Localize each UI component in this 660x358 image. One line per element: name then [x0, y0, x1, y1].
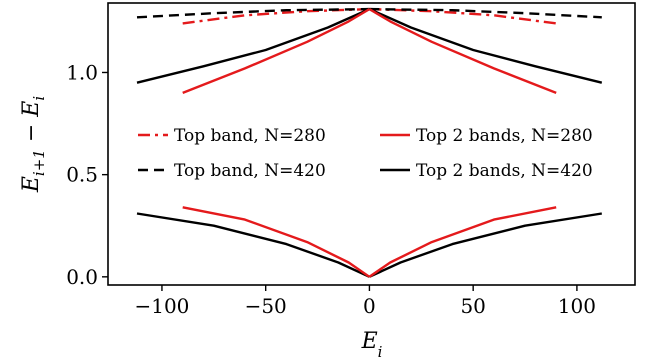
series-2-segment-1	[368, 8, 603, 84]
legend: Top band, N=280 Top 2 bands, N=280 Top ban…	[138, 126, 593, 181]
ticks-layer: −100 −50 0 50 100 0.0 0.5 1.0	[66, 60, 596, 318]
y-tick-label-2: 1.0	[66, 60, 98, 84]
x-axis-label: Ei	[361, 329, 383, 358]
legend-label-0: Top band, N=280	[174, 126, 326, 146]
legend-label-3: Top 2 bands, N=420	[416, 161, 593, 181]
x-tick-label-4: 100	[558, 294, 596, 318]
y-axis-label: Ei+1 − Ei	[19, 96, 48, 193]
series-3-segment-0	[182, 8, 371, 95]
legend-label-2: Top band, N=420	[174, 161, 326, 181]
series-layer	[136, 7, 603, 278]
series-2-segment-3	[368, 212, 602, 278]
x-tick-label-3: 50	[460, 294, 485, 318]
series-2-segment-2	[136, 212, 370, 278]
series-0-segment-1	[369, 7, 557, 25]
series-1-segment-0	[136, 7, 370, 19]
series-2-segment-0	[136, 8, 370, 84]
x-tick-label-0: −100	[134, 294, 189, 318]
series-1-segment-1	[369, 7, 602, 19]
series-3-segment-3	[368, 206, 557, 278]
y-tick-label-0: 0.0	[66, 265, 98, 289]
legend-label-1: Top 2 bands, N=280	[416, 126, 593, 146]
series-3-segment-2	[182, 206, 371, 278]
x-tick-label-1: −50	[245, 294, 287, 318]
y-tick-label-1: 0.5	[66, 163, 98, 187]
plot-frame	[107, 2, 636, 286]
x-tick-label-2: 0	[363, 294, 376, 318]
series-3-segment-1	[368, 8, 557, 95]
